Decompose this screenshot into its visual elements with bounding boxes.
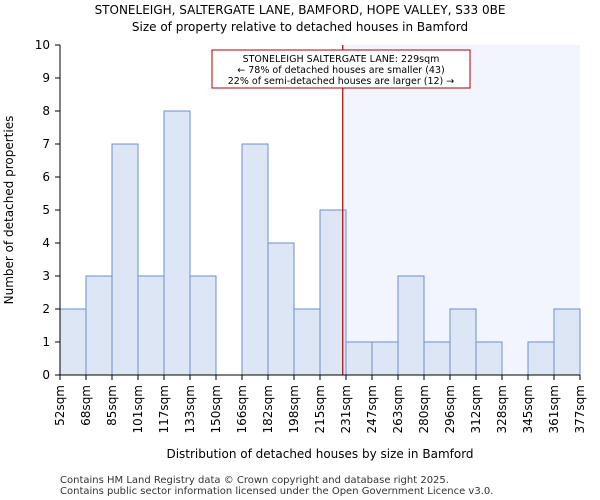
- bar-182sqm: [268, 243, 294, 375]
- chart-title: STONELEIGH, SALTERGATE LANE, BAMFORD, HO…: [95, 3, 506, 17]
- bar-345sqm: [528, 342, 554, 375]
- x-tick-label: 117sqm: [157, 385, 171, 433]
- bar-68sqm: [86, 276, 112, 375]
- x-tick-label: 150sqm: [209, 385, 223, 433]
- x-tick-label: 68sqm: [79, 385, 93, 426]
- x-tick-label: 280sqm: [417, 385, 431, 433]
- x-tick-label: 101sqm: [131, 385, 145, 433]
- x-tick-label: 182sqm: [261, 385, 275, 433]
- annotation-line-1: STONELEIGH SALTERGATE LANE: 229sqm: [243, 54, 440, 65]
- y-tick-label: 4: [42, 236, 50, 250]
- histogram-chart: 0 1 2 3 4 5 6 7 8 9 10 52sqm 68sqm 85sqm 101sqm 117sqm…: [0, 0, 600, 500]
- x-tick-label: 166sqm: [235, 385, 249, 433]
- footer-line-1: Contains HM Land Registry data © Crown c…: [60, 475, 449, 486]
- bar-361sqm: [554, 309, 580, 375]
- x-tick-label: 133sqm: [183, 385, 197, 433]
- annotation-line-3: 22% of semi-detached houses are larger (…: [228, 76, 455, 87]
- bar-247sqm: [372, 342, 398, 375]
- x-tick-label: 328sqm: [495, 385, 509, 433]
- y-tick-label: 7: [42, 137, 50, 151]
- x-tick-label: 345sqm: [521, 385, 535, 433]
- x-tick-label: 231sqm: [339, 385, 353, 433]
- y-ticks-group: 0 1 2 3 4 5 6 7 8 9 10: [35, 38, 60, 382]
- x-tick-label: 198sqm: [287, 385, 301, 433]
- y-tick-label: 1: [42, 335, 50, 349]
- y-tick-label: 5: [42, 203, 50, 217]
- y-tick-label: 8: [42, 104, 50, 118]
- x-tick-label: 52sqm: [53, 385, 67, 426]
- annotation-line-2: ← 78% of detached houses are smaller (43…: [237, 65, 444, 76]
- bar-117sqm: [164, 111, 190, 375]
- x-axis-title: Distribution of detached houses by size …: [166, 447, 473, 461]
- y-tick-label: 10: [35, 38, 50, 52]
- x-ticks-group: 52sqm 68sqm 85sqm 101sqm 117sqm 133sqm 150sqm 1…: [53, 375, 587, 433]
- y-tick-label: 0: [42, 368, 50, 382]
- bar-101sqm: [138, 276, 164, 375]
- y-tick-label: 2: [42, 302, 50, 316]
- bar-280sqm: [424, 342, 450, 375]
- x-tick-label: 377sqm: [573, 385, 587, 433]
- bar-312sqm: [476, 342, 502, 375]
- bar-263sqm: [398, 276, 424, 375]
- x-tick-label: 247sqm: [365, 385, 379, 433]
- bar-133sqm: [190, 276, 216, 375]
- x-tick-label: 296sqm: [443, 385, 457, 433]
- footer-line-2: Contains public sector information licen…: [60, 486, 493, 497]
- bar-85sqm: [112, 144, 138, 375]
- y-tick-label: 3: [42, 269, 50, 283]
- bar-231sqm: [346, 342, 372, 375]
- bar-296sqm: [450, 309, 476, 375]
- bar-215sqm: [320, 210, 346, 375]
- x-tick-label: 312sqm: [469, 385, 483, 433]
- x-tick-label: 215sqm: [313, 385, 327, 433]
- y-tick-label: 9: [42, 71, 50, 85]
- x-tick-label: 85sqm: [105, 385, 119, 426]
- chart-subtitle: Size of property relative to detached ho…: [132, 20, 468, 34]
- y-axis-title: Number of detached properties: [2, 116, 16, 305]
- bar-52sqm: [60, 309, 86, 375]
- bar-198sqm: [294, 309, 320, 375]
- bar-166sqm: [242, 144, 268, 375]
- x-tick-label: 361sqm: [547, 385, 561, 433]
- x-tick-label: 263sqm: [391, 385, 405, 433]
- y-tick-label: 6: [42, 170, 50, 184]
